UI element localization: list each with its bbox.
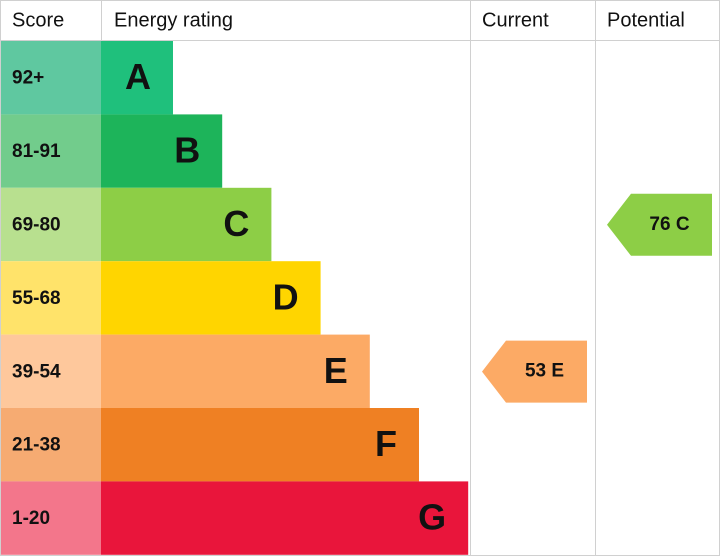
score-label: 21-38: [12, 435, 61, 456]
score-cell: [1, 334, 101, 408]
rating-bar: [101, 261, 321, 335]
score-label: 55-68: [12, 288, 61, 309]
rating-bar: [101, 408, 419, 482]
rating-bar: [101, 114, 223, 188]
score-label: 1-20: [12, 508, 50, 529]
score-label: 69-80: [12, 215, 61, 236]
rating-bar: [101, 187, 272, 262]
rating-letter: G: [418, 497, 446, 538]
header-potential: Potential: [607, 9, 685, 31]
rating-letter: E: [324, 350, 348, 391]
score-cell: [1, 481, 101, 555]
score-cell: [1, 114, 101, 188]
score-cell: [1, 41, 101, 115]
current-arrow: [482, 340, 587, 403]
rating-letter: C: [223, 203, 249, 244]
rating-letter: F: [375, 423, 397, 464]
rating-bar: [101, 481, 469, 555]
rating-letter: A: [125, 56, 151, 97]
rating-letter: B: [174, 130, 200, 171]
score-label: 92+: [12, 68, 44, 89]
rating-bar: [101, 41, 173, 115]
score-cell: [1, 408, 101, 482]
header-current: Current: [482, 9, 549, 31]
score-label: 39-54: [12, 361, 61, 382]
score-label: 81-91: [12, 141, 61, 162]
potential-label: 76 C: [649, 214, 689, 235]
score-cell: [1, 261, 101, 335]
potential-arrow: [607, 193, 712, 256]
rating-letter: D: [273, 276, 299, 317]
score-cell: [1, 187, 101, 262]
header-score: Score: [12, 9, 64, 31]
current-label: 53 E: [525, 361, 564, 382]
rating-bar: [101, 334, 370, 408]
header-rating: Energy rating: [114, 9, 233, 31]
